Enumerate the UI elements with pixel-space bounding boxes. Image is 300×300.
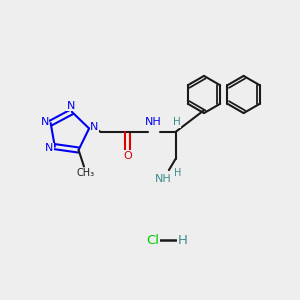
Text: N: N: [45, 143, 53, 153]
Text: H: H: [173, 117, 181, 128]
Text: N: N: [90, 122, 99, 132]
Text: NH: NH: [145, 116, 161, 127]
Text: N: N: [40, 117, 49, 127]
Text: H: H: [174, 168, 181, 178]
Text: Cl: Cl: [146, 233, 159, 247]
Text: NH: NH: [155, 174, 172, 184]
Text: O: O: [123, 151, 132, 161]
Text: CH₃: CH₃: [76, 168, 94, 178]
Text: N: N: [67, 101, 75, 111]
Text: H: H: [178, 233, 188, 247]
